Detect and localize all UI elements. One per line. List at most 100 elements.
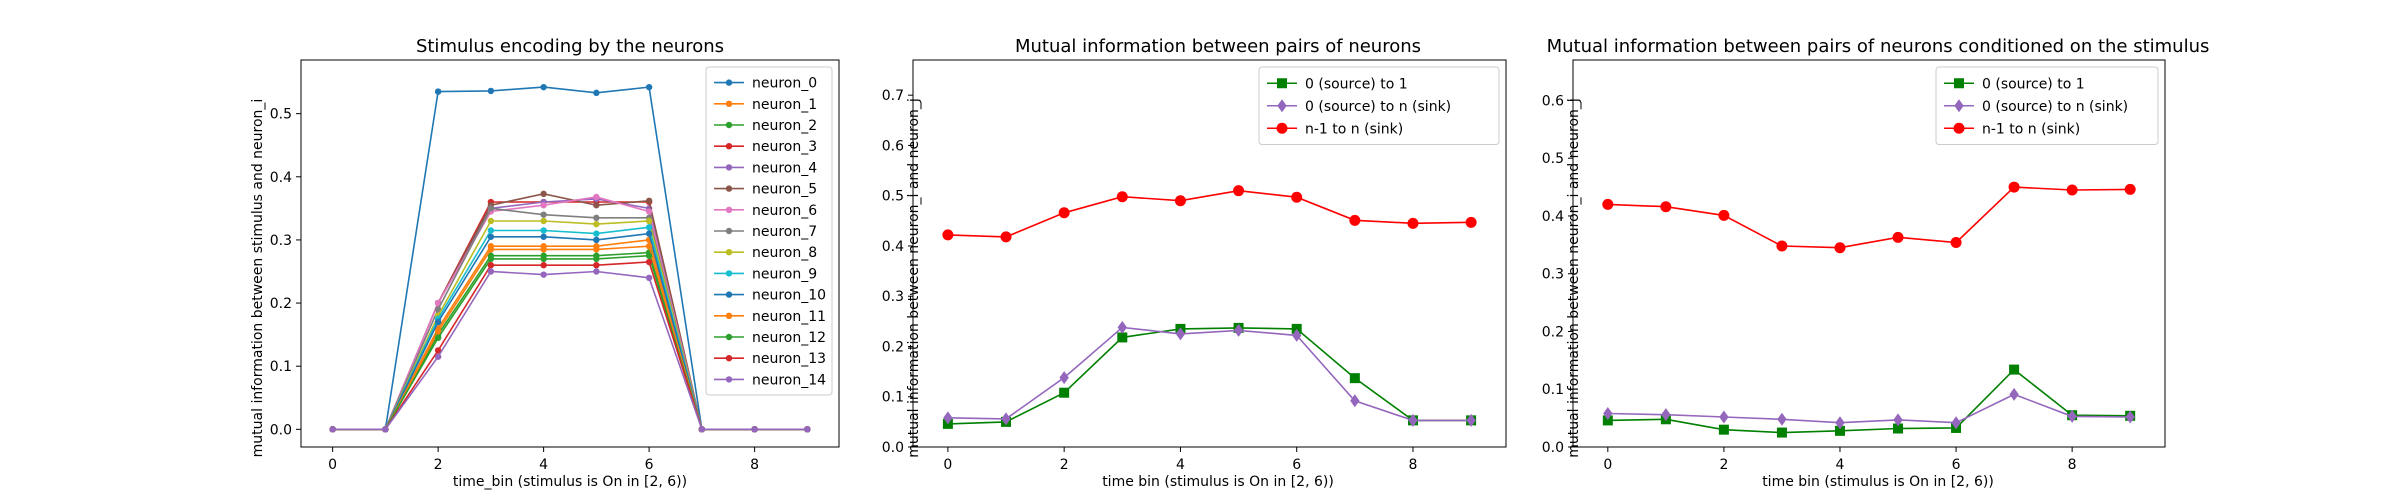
data-point (804, 426, 811, 433)
data-point (2066, 184, 2078, 196)
data-point (434, 88, 442, 95)
legend-entry: neuron_14 (714, 372, 826, 388)
data-point (1777, 412, 1787, 426)
legend-label: neuron_6 (752, 203, 817, 219)
legend-entry: 0 (source) to 1 (1944, 76, 2085, 92)
legend-entry: 0 (source) to n (sink) (1944, 99, 2128, 115)
data-point (1602, 198, 1614, 210)
data-point (1000, 231, 1012, 243)
data-point (1718, 424, 1729, 435)
data-point (2124, 183, 2136, 195)
chart-conditioned-mutual-information: Mutual information between pairs of neur… (1542, 36, 2210, 490)
legend-entry: 0 (source) to n (sink) (1267, 99, 1451, 115)
data-point (382, 426, 389, 433)
y-axis-label: mutual information between neuron_i and … (906, 98, 922, 458)
legend: 0 (source) to 1 0 (source) to n (sink) n-1… (1258, 66, 1500, 145)
data-point (1059, 387, 1070, 398)
data-point (1719, 410, 1729, 424)
legend-marker (725, 249, 733, 256)
y-tick-label: 0.5 (1542, 151, 1564, 167)
legend-marker (725, 206, 733, 213)
legend-entry: n-1 to n (sink) (1267, 121, 1403, 137)
chart-stimulus-encoding: Stimulus encoding by the neurons time_bi… (250, 36, 840, 490)
plot-area (1572, 59, 2166, 448)
y-tick-label: 0.7 (882, 88, 904, 104)
data-point (1233, 185, 1245, 197)
legend-label: neuron_9 (752, 266, 817, 282)
series-line (947, 327, 1472, 425)
data-point (1718, 209, 1730, 221)
legend-label: neuron_11 (752, 309, 826, 325)
legend-entry: neuron_5 (714, 182, 817, 198)
data-point (434, 318, 442, 326)
y-tick-label: 0.3 (1542, 267, 1564, 283)
legend-entry: neuron_3 (714, 139, 817, 155)
data-point (593, 89, 600, 97)
data-point (1350, 394, 1360, 408)
data-point (1834, 242, 1846, 254)
plot-area (912, 59, 1507, 448)
data-point (2067, 409, 2077, 423)
data-point (434, 353, 442, 360)
data-point (593, 268, 600, 275)
y-tick-label: 0.3 (882, 289, 904, 305)
data-point (645, 224, 653, 231)
legend-entry: neuron_7 (714, 224, 817, 240)
data-point (540, 190, 547, 198)
data-point (645, 274, 653, 282)
data-point (1291, 191, 1303, 203)
data-point (593, 193, 600, 201)
legend-label: n-1 to n (sink) (1982, 121, 2080, 137)
data-point (1349, 373, 1360, 384)
legend-entry: 0 (source) to 1 (1267, 76, 1408, 92)
x-tick-label: 2 (434, 457, 443, 473)
x-tick-label: 2 (1060, 457, 1069, 473)
y-tick-label: 0.6 (1542, 93, 1564, 109)
legend-label: neuron_5 (752, 182, 817, 198)
data-point (1950, 237, 1962, 249)
data-point (487, 255, 495, 263)
x-tick-label: 8 (750, 457, 759, 473)
data-point (487, 268, 495, 275)
data-point (1233, 323, 1244, 337)
data-point (1660, 201, 1672, 213)
data-point (1292, 328, 1302, 342)
data-point (1175, 327, 1186, 341)
legend-marker (725, 291, 733, 298)
x-tick-label: 0 (1603, 457, 1612, 473)
data-point (487, 87, 495, 95)
data-point (540, 271, 547, 278)
data-point (540, 227, 547, 234)
legend-marker (725, 100, 733, 108)
data-point (1776, 240, 1788, 252)
data-point (2009, 364, 2020, 375)
legend-marker (725, 333, 733, 341)
data-point (540, 233, 547, 240)
data-point (2125, 410, 2135, 424)
data-point (1059, 371, 1069, 385)
legend-marker (725, 376, 733, 383)
data-point (487, 217, 495, 225)
legend-label: neuron_0 (752, 76, 817, 92)
legend-entry: neuron_12 (714, 330, 826, 346)
x-tick-label: 6 (1952, 457, 1961, 473)
data-point (1834, 425, 1845, 436)
y-tick-label: 0.0 (1542, 440, 1564, 456)
series-n-1-to-n-sink- (1602, 181, 2136, 254)
legend-label: neuron_14 (752, 372, 826, 388)
series-line (332, 270, 808, 431)
data-point (434, 306, 442, 313)
x-tick-label: 8 (1409, 457, 1418, 473)
legend-box (1258, 66, 1500, 145)
x-tick-label: 4 (1176, 457, 1185, 473)
series-line (1607, 368, 2131, 434)
data-point (487, 205, 495, 212)
legend-marker (725, 185, 733, 192)
data-point (1001, 412, 1011, 426)
plot-area (300, 59, 840, 448)
chart-title: Mutual information between pairs of neur… (1015, 36, 1421, 57)
data-point (1058, 207, 1070, 219)
data-point (1117, 320, 1127, 334)
y-tick-label: 0.4 (1542, 209, 1564, 225)
